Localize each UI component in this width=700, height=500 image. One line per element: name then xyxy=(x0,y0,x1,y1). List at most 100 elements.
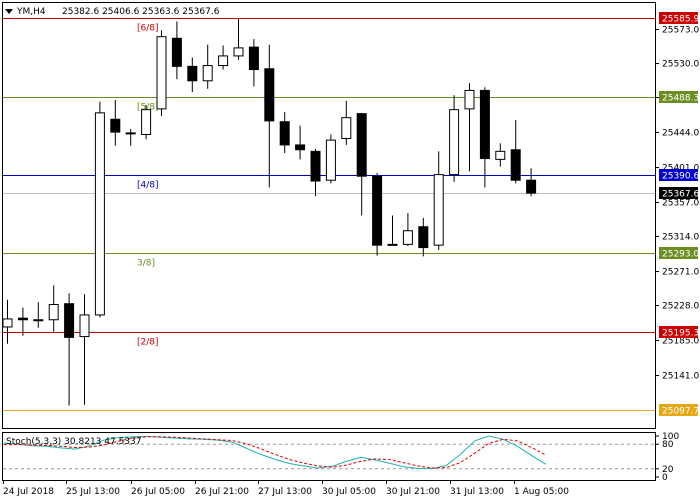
candle xyxy=(202,44,213,89)
candles xyxy=(2,19,537,406)
indicator-tick-label: 100 xyxy=(662,432,679,442)
time-tick-label: 26 Jul 05:00 xyxy=(131,487,185,497)
candle xyxy=(387,215,398,246)
price-tick-label: 25573.0 xyxy=(662,26,699,36)
candle-body xyxy=(187,65,198,82)
time-tick-label: 31 Jul 13:00 xyxy=(450,487,504,497)
candle xyxy=(218,45,229,70)
candle-body xyxy=(2,318,13,328)
time-tick-label: 24 Jul 2018 xyxy=(3,487,54,497)
price-tick-label: 25401.0 xyxy=(662,164,699,174)
candle-body xyxy=(125,132,136,135)
candle-body xyxy=(356,113,367,177)
price-tick-label: 25357.0 xyxy=(662,199,699,209)
candle-body xyxy=(33,319,44,322)
price-tick-label: 25185.0 xyxy=(662,337,699,347)
symbol-label: YM,H4 xyxy=(16,7,46,17)
price-tick-label: 25228.0 xyxy=(662,302,699,312)
level-price-tag xyxy=(659,247,698,259)
candle-body xyxy=(464,89,475,110)
level-price-tag-text: 25390.6 xyxy=(662,172,699,182)
candle-body xyxy=(433,174,444,246)
candle xyxy=(479,87,490,188)
chevron-down-icon[interactable] xyxy=(5,9,13,14)
level-price-tag xyxy=(659,404,698,416)
candle xyxy=(125,128,136,146)
candle-body xyxy=(64,303,75,338)
murrey-levels: [6/8] [5/8] [4/8] 3/8] [2/8] xyxy=(3,18,655,411)
candle-body xyxy=(233,47,244,57)
level-label: [2/8] xyxy=(137,338,159,348)
candle xyxy=(449,95,460,182)
candle xyxy=(310,148,321,197)
candle xyxy=(495,143,506,167)
candle xyxy=(325,134,336,184)
level-price-tag-text: 25195.3 xyxy=(662,329,699,339)
candle xyxy=(33,302,44,328)
candle xyxy=(510,120,521,184)
level-label: [6/8] xyxy=(137,24,159,34)
candle-body xyxy=(156,36,167,110)
candle-body xyxy=(110,118,121,133)
candle-body xyxy=(449,109,460,176)
candle-body xyxy=(94,112,105,316)
candle xyxy=(94,101,105,318)
level-price-tag-text: 25293.0 xyxy=(662,250,699,260)
time-tick-label: 25 Jul 13:00 xyxy=(66,487,120,497)
indicator-label: Stoch(5,3,3) 30.8213 47.5337 xyxy=(6,437,141,447)
price-axis: 25573.0 25530.0 25488.3 25444.0 25401.0 25357… xyxy=(655,26,699,382)
level-price-tag-text: 25585.9 xyxy=(662,15,699,25)
candle xyxy=(418,217,429,257)
indicator-tick-label: 80 xyxy=(662,440,674,450)
candle-body xyxy=(218,55,229,67)
level-price-tags: 25585.9 25488.3 25390.6 25293.0 25195.3 25097… xyxy=(659,12,699,417)
price-tick-label: 25271.0 xyxy=(662,268,699,278)
candle xyxy=(279,112,290,153)
main-panel-frame xyxy=(2,2,656,429)
current-price-tag xyxy=(659,187,698,199)
candle-body xyxy=(48,304,59,321)
candle-body xyxy=(171,37,182,67)
candle xyxy=(341,100,352,145)
candle xyxy=(141,104,152,140)
candle xyxy=(110,100,121,146)
price-tick-label: 25314.0 xyxy=(662,233,699,243)
candle-body xyxy=(495,150,506,160)
candle xyxy=(48,285,59,332)
candle-body xyxy=(264,68,275,122)
time-tick-label: 30 Jul 21:00 xyxy=(386,487,440,497)
candle xyxy=(79,294,90,405)
candle-body xyxy=(248,46,259,71)
candle-body xyxy=(372,175,383,246)
candle xyxy=(433,151,444,250)
candle-body xyxy=(310,150,321,182)
candle-body xyxy=(141,109,152,136)
time-tick-label: 30 Jul 05:00 xyxy=(322,487,376,497)
indicator-panel-frame xyxy=(2,432,656,481)
candle xyxy=(17,307,28,336)
candle xyxy=(402,213,413,246)
level-label: [4/8] xyxy=(137,181,159,191)
time-axis: 24 Jul 2018 25 Jul 13:00 26 Jul 05:00 26 Ju… xyxy=(3,480,569,497)
level-price-tag-text: 25488.3 xyxy=(662,94,699,104)
candle xyxy=(171,21,182,80)
candle-body xyxy=(418,226,429,249)
candle-body xyxy=(202,65,213,82)
candle-body xyxy=(17,317,28,321)
candle xyxy=(526,168,537,197)
candle xyxy=(187,57,198,93)
current-price-tag-text: 25367.6 xyxy=(662,190,699,200)
candle-body xyxy=(341,117,352,140)
level-price-tag xyxy=(659,326,698,338)
candle-body xyxy=(387,243,398,246)
candle-body xyxy=(79,314,90,338)
level-label: [5/8] xyxy=(137,103,159,113)
level-price-tag xyxy=(659,12,698,24)
price-tick-label: 25444.0 xyxy=(662,129,699,139)
indicator-tick-label: 0 xyxy=(662,473,668,483)
indicator-tick-label: 20 xyxy=(662,465,674,475)
candle-body xyxy=(402,230,413,245)
